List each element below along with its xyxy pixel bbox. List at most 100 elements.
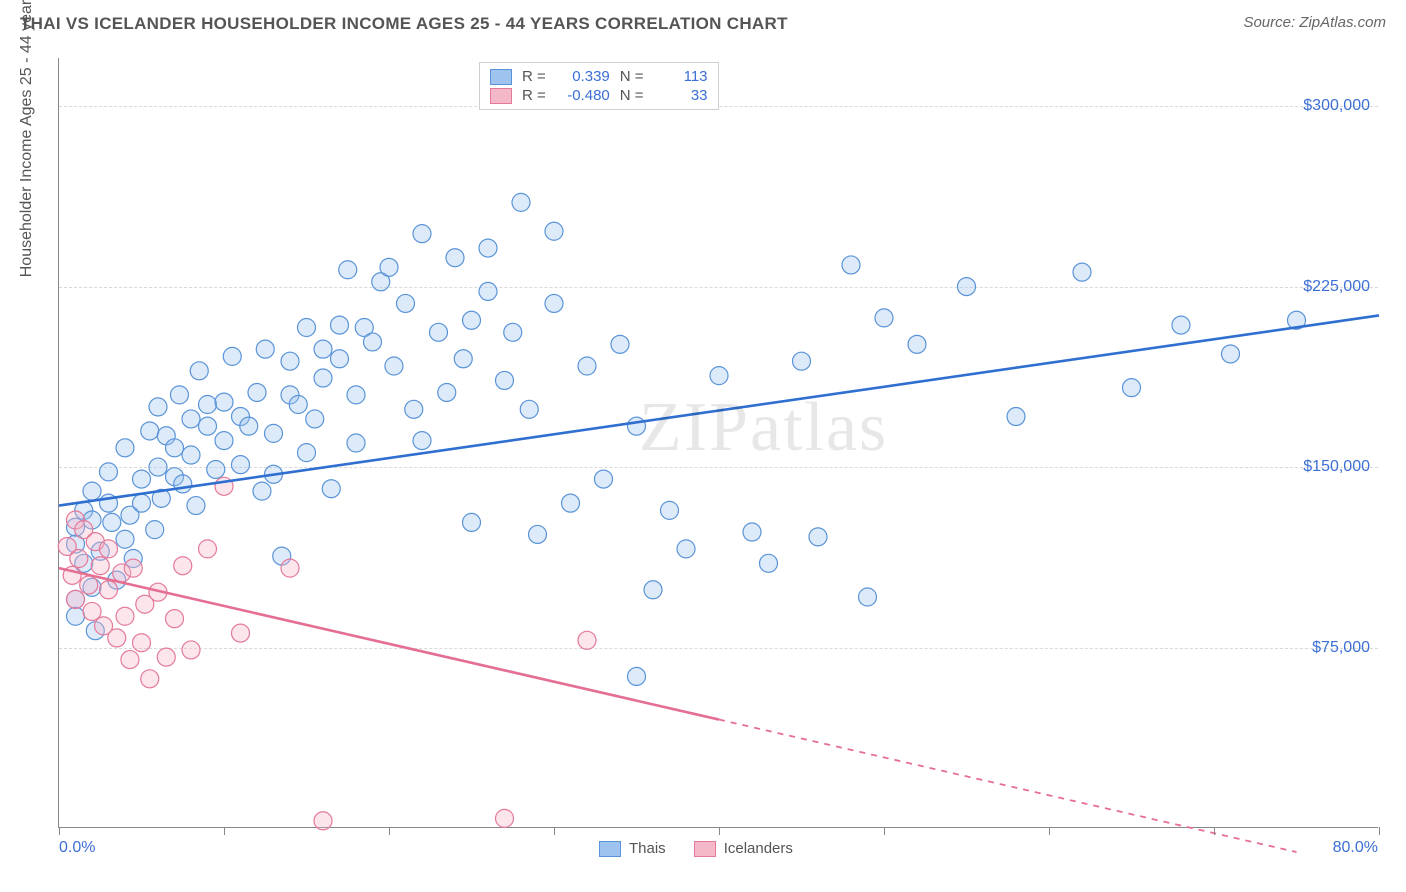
data-point-thais [578, 357, 596, 375]
legend-label-thais: Thais [629, 840, 666, 857]
data-point-thais [545, 294, 563, 312]
stats-legend: R = 0.339 N = 113 R = -0.480 N = 33 [479, 62, 719, 110]
data-point-thais [529, 525, 547, 543]
data-point-thais [1007, 408, 1025, 426]
data-point-thais [809, 528, 827, 546]
data-point-thais [187, 497, 205, 515]
data-point-icelanders [174, 557, 192, 575]
swatch-icelanders [490, 88, 512, 104]
data-point-thais [116, 439, 134, 457]
legend-item-thais: Thais [599, 840, 666, 857]
data-point-thais [842, 256, 860, 274]
data-point-thais [253, 482, 271, 500]
data-point-thais [141, 422, 159, 440]
r-value-icelanders: -0.480 [556, 87, 610, 104]
legend-swatch-icelanders [694, 841, 716, 857]
source-label: Source: ZipAtlas.com [1243, 14, 1386, 31]
data-point-thais [199, 396, 217, 414]
x-min-label: 0.0% [59, 839, 95, 857]
data-point-thais [103, 513, 121, 531]
data-point-thais [149, 458, 167, 476]
data-point-thais [1172, 316, 1190, 334]
data-point-thais [908, 335, 926, 353]
data-point-thais [463, 311, 481, 329]
data-point-thais [133, 470, 151, 488]
data-point-thais [793, 352, 811, 370]
data-point-thais [463, 513, 481, 531]
plot-area: $75,000$150,000$225,000$300,000 ZIPatlas… [58, 58, 1378, 828]
x-tick [719, 827, 720, 835]
data-point-thais [240, 417, 258, 435]
data-point-thais [595, 470, 613, 488]
data-point-thais [207, 460, 225, 478]
data-point-thais [331, 316, 349, 334]
x-tick [389, 827, 390, 835]
data-point-thais [166, 439, 184, 457]
x-tick [1214, 827, 1215, 835]
data-point-thais [446, 249, 464, 267]
n-label: N = [620, 87, 644, 104]
data-point-thais [339, 261, 357, 279]
legend-label-icelanders: Icelanders [724, 840, 793, 857]
data-point-thais [215, 393, 233, 411]
data-point-icelanders [124, 559, 142, 577]
data-point-icelanders [314, 812, 332, 830]
data-point-thais [170, 386, 188, 404]
data-point-icelanders [100, 581, 118, 599]
x-tick [884, 827, 885, 835]
data-point-icelanders [133, 634, 151, 652]
data-point-icelanders [100, 540, 118, 558]
data-point-thais [182, 446, 200, 464]
r-value-thais: 0.339 [556, 68, 610, 85]
data-point-thais [628, 667, 646, 685]
data-point-icelanders [182, 641, 200, 659]
data-point-thais [174, 475, 192, 493]
y-axis-title: Householder Income Ages 25 - 44 years [18, 0, 36, 277]
x-tick [1049, 827, 1050, 835]
data-point-thais [256, 340, 274, 358]
data-point-thais [520, 400, 538, 418]
x-tick [1379, 827, 1380, 835]
data-point-thais [1073, 263, 1091, 281]
data-point-thais [1222, 345, 1240, 363]
data-point-icelanders [67, 590, 85, 608]
data-point-icelanders [232, 624, 250, 642]
data-point-thais [760, 554, 778, 572]
data-point-thais [116, 530, 134, 548]
data-point-thais [149, 398, 167, 416]
data-point-thais [545, 222, 563, 240]
data-point-icelanders [80, 576, 98, 594]
data-point-thais [347, 386, 365, 404]
data-point-thais [454, 350, 472, 368]
n-value-icelanders: 33 [654, 87, 708, 104]
trend-line-icelanders [59, 568, 719, 719]
data-point-thais [67, 607, 85, 625]
data-point-thais [562, 494, 580, 512]
data-point-thais [223, 347, 241, 365]
legend-item-icelanders: Icelanders [694, 840, 793, 857]
data-point-thais [314, 340, 332, 358]
x-tick [554, 827, 555, 835]
data-point-icelanders [578, 631, 596, 649]
data-point-thais [875, 309, 893, 327]
trend-line-thais [59, 315, 1379, 505]
data-point-thais [743, 523, 761, 541]
data-point-thais [248, 383, 266, 401]
data-point-thais [644, 581, 662, 599]
data-point-thais [322, 480, 340, 498]
data-point-thais [611, 335, 629, 353]
data-point-icelanders [496, 809, 514, 827]
data-point-icelanders [281, 559, 299, 577]
data-point-icelanders [108, 629, 126, 647]
x-tick [59, 827, 60, 835]
data-point-thais [958, 278, 976, 296]
data-point-thais [413, 432, 431, 450]
data-point-thais [438, 383, 456, 401]
stats-row-icelanders: R = -0.480 N = 33 [490, 86, 708, 105]
data-point-thais [289, 396, 307, 414]
x-max-label: 80.0% [1333, 839, 1378, 857]
data-point-thais [347, 434, 365, 452]
data-point-icelanders [199, 540, 217, 558]
data-point-thais [496, 371, 514, 389]
data-point-thais [298, 444, 316, 462]
